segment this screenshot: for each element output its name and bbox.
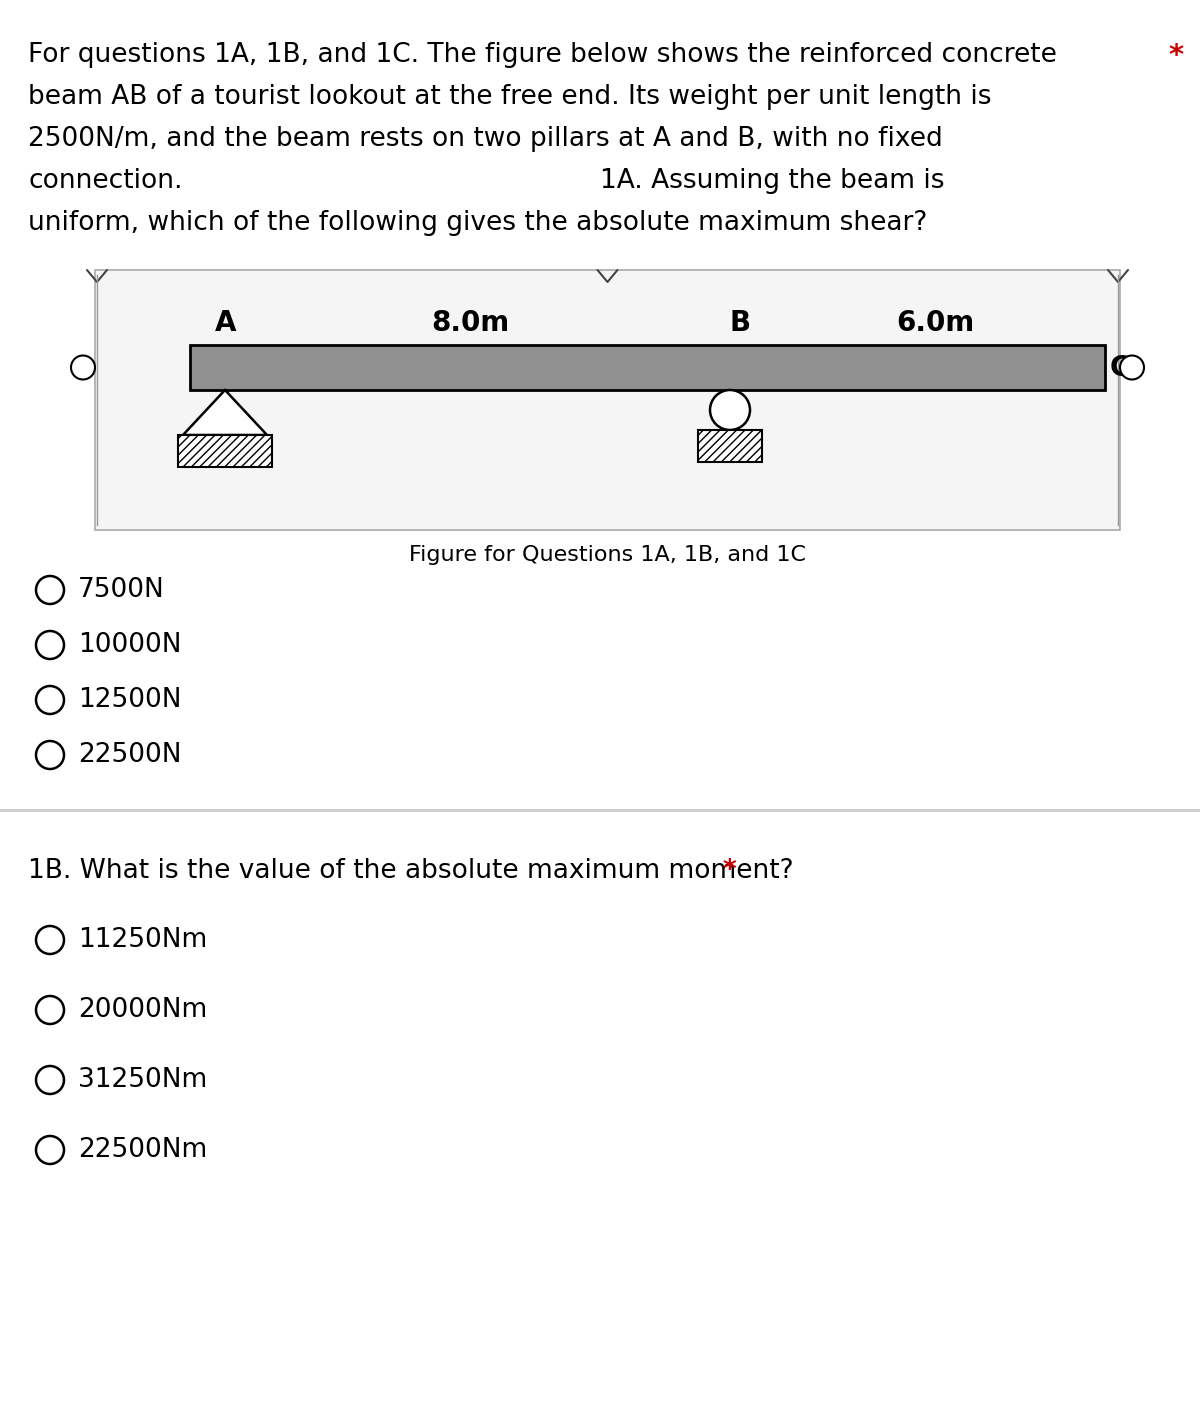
Text: uniform, which of the following gives the absolute maximum shear?: uniform, which of the following gives th… <box>28 210 928 235</box>
Circle shape <box>36 741 64 769</box>
Circle shape <box>36 1067 64 1093</box>
Circle shape <box>36 926 64 954</box>
Text: 8.0m: 8.0m <box>431 309 509 337</box>
Circle shape <box>36 631 64 659</box>
Text: 20000Nm: 20000Nm <box>78 998 208 1023</box>
Text: 6.0m: 6.0m <box>896 309 974 337</box>
Circle shape <box>36 686 64 714</box>
Bar <box>698 430 762 462</box>
Circle shape <box>710 390 750 430</box>
Circle shape <box>36 1136 64 1164</box>
Bar <box>95 271 1120 530</box>
Circle shape <box>1120 355 1144 379</box>
Text: 12500N: 12500N <box>78 688 181 713</box>
Text: A: A <box>215 309 236 337</box>
Text: 22500N: 22500N <box>78 743 181 768</box>
Bar <box>178 435 272 466</box>
Text: 31250Nm: 31250Nm <box>78 1067 208 1093</box>
Text: 2500N/m, and the beam rests on two pillars at A and B, with no fixed: 2500N/m, and the beam rests on two pilla… <box>28 125 943 152</box>
Text: 11250Nm: 11250Nm <box>78 927 208 952</box>
Text: Figure for Questions 1A, 1B, and 1C: Figure for Questions 1A, 1B, and 1C <box>409 545 806 565</box>
Text: B: B <box>730 309 751 337</box>
Circle shape <box>36 576 64 604</box>
Text: connection.: connection. <box>28 168 182 194</box>
Text: 1A. Assuming the beam is: 1A. Assuming the beam is <box>600 168 944 194</box>
Text: 10000N: 10000N <box>78 633 181 658</box>
Circle shape <box>71 355 95 379</box>
Text: C: C <box>1110 354 1130 382</box>
Text: 7500N: 7500N <box>78 578 164 603</box>
Text: 22500Nm: 22500Nm <box>78 1137 208 1162</box>
Text: 1B. What is the value of the absolute maximum moment?: 1B. What is the value of the absolute ma… <box>28 858 793 883</box>
Text: *: * <box>1168 42 1183 70</box>
Text: For questions 1A, 1B, and 1C. The figure below shows the reinforced concrete: For questions 1A, 1B, and 1C. The figure… <box>28 42 1057 68</box>
Bar <box>190 345 1105 390</box>
Text: *: * <box>722 858 737 883</box>
Polygon shape <box>182 390 266 435</box>
Circle shape <box>36 996 64 1024</box>
Text: beam AB of a tourist lookout at the free end. Its weight per unit length is: beam AB of a tourist lookout at the free… <box>28 85 991 110</box>
